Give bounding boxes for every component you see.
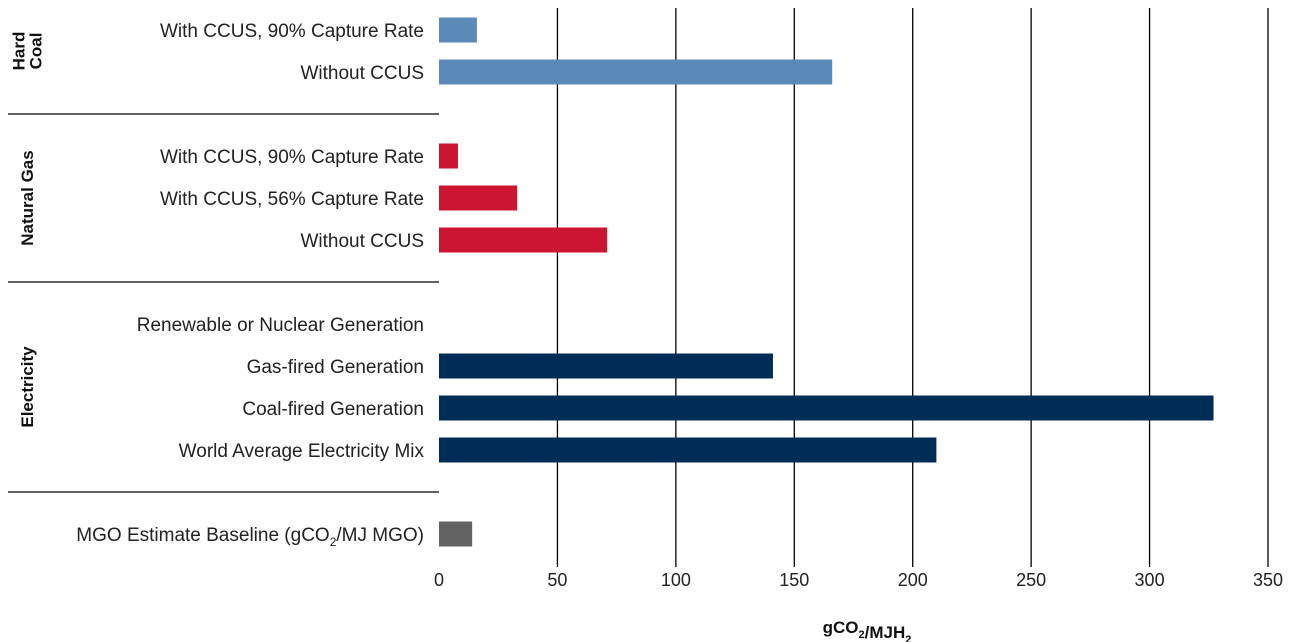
x-tick-label: 350 — [1253, 570, 1283, 590]
bar — [439, 185, 518, 211]
category-label: Without CCUS — [300, 231, 424, 252]
bar — [439, 395, 1214, 421]
category-label: MGO Estimate Baseline (gCO2/MJ MGO) — [76, 525, 424, 549]
category-label: Coal-fired Generation — [242, 399, 424, 420]
category-label: Without CCUS — [300, 63, 424, 84]
category-label: With CCUS, 90% Capture Rate — [160, 21, 424, 42]
bar — [439, 143, 458, 169]
group-label: HardCoal — [10, 32, 46, 71]
bar — [439, 437, 937, 463]
category-label: With CCUS, 56% Capture Rate — [160, 189, 424, 210]
group-labels: HardCoal Natural Gas Electricity — [10, 32, 46, 428]
x-tick-label: 250 — [1016, 570, 1046, 590]
category-labels: With CCUS, 90% Capture Rate Without CCUS W… — [76, 21, 424, 549]
bar — [439, 521, 473, 547]
bars — [439, 17, 1214, 547]
category-label: Gas-fired Generation — [247, 357, 424, 378]
category-label: World Average Electricity Mix — [179, 441, 425, 462]
x-tick-label: 50 — [547, 570, 567, 590]
x-tick-label: 0 — [434, 570, 444, 590]
x-tick-label: 300 — [1135, 570, 1165, 590]
grid-lines — [556, 8, 1269, 567]
x-tick-label: 200 — [898, 570, 928, 590]
category-label: Renewable or Nuclear Generation — [137, 315, 424, 336]
group-label: Electricity — [18, 346, 37, 428]
bar — [439, 59, 833, 85]
group-separators — [8, 113, 439, 493]
x-axis-ticks: 0 50 100 150 200 250 300 350 — [434, 570, 1283, 590]
x-axis-title: gCO2/MJH2 — [823, 618, 912, 642]
group-label: Natural Gas — [18, 150, 37, 245]
bar — [439, 353, 773, 379]
bar — [439, 17, 477, 43]
x-tick-label: 150 — [779, 570, 809, 590]
bar — [439, 227, 608, 253]
x-tick-label: 100 — [661, 570, 691, 590]
category-label: With CCUS, 90% Capture Rate — [160, 147, 424, 168]
